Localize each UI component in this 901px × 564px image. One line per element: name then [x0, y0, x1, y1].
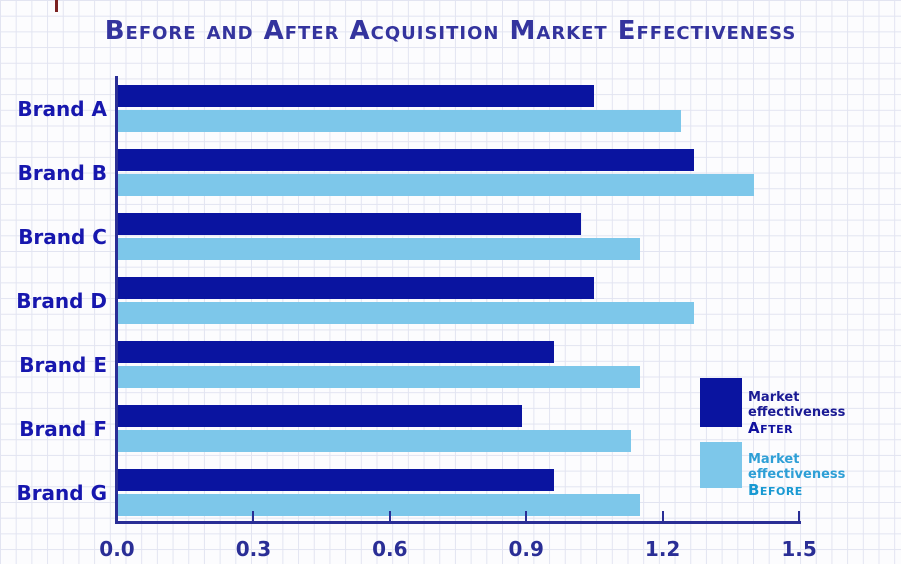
category-label-brand-g: Brand G	[16, 481, 107, 505]
paper-margin-mark	[55, 0, 58, 12]
bar-before-brand-c	[118, 238, 640, 260]
legend-swatch-after	[700, 378, 742, 427]
bar-before-brand-a	[118, 110, 681, 132]
x-tick-label-1.5: 1.5	[781, 537, 817, 561]
category-label-brand-d: Brand D	[16, 289, 107, 313]
bar-after-brand-b	[118, 149, 695, 171]
bar-after-brand-e	[118, 341, 554, 363]
bar-after-brand-f	[118, 405, 522, 427]
legend-entry-before: Market effectiveness Before	[748, 452, 901, 498]
legend-after-line2: After	[748, 419, 794, 437]
x-tick-label-0.3: 0.3	[235, 537, 272, 561]
x-axis-tick-0.3	[252, 511, 255, 521]
x-tick-label-0.6: 0.6	[372, 537, 408, 561]
category-label-brand-a: Brand A	[17, 97, 107, 121]
x-tick-label-1.2: 1.2	[644, 537, 681, 561]
x-axis-tick-1.2	[661, 511, 664, 521]
x-axis-line	[115, 521, 801, 524]
legend-swatch-before	[700, 442, 742, 488]
bar-before-brand-f	[118, 430, 631, 452]
category-label-brand-f: Brand F	[19, 417, 107, 441]
y-axis-line	[115, 76, 118, 524]
legend-after-line1: Market effectiveness	[748, 390, 846, 420]
legend-before-line1: Market effectiveness	[748, 452, 846, 482]
bar-before-brand-g	[118, 494, 640, 516]
x-tick-label-0.9: 0.9	[508, 537, 544, 561]
bar-before-brand-b	[118, 174, 754, 196]
x-tick-label-0.0: 0.0	[99, 537, 135, 561]
bar-after-brand-g	[118, 469, 554, 491]
bar-after-brand-c	[118, 213, 581, 235]
category-label-brand-e: Brand E	[19, 353, 107, 377]
category-label-brand-c: Brand C	[18, 225, 107, 249]
category-label-brand-b: Brand B	[17, 161, 107, 185]
bar-after-brand-a	[118, 85, 595, 107]
x-axis-tick-1.5	[798, 511, 801, 521]
legend-entry-after: Market effectiveness After	[748, 390, 901, 436]
bar-before-brand-d	[118, 302, 695, 324]
x-axis-tick-0.6	[388, 511, 391, 521]
chart-title: Before and After Acquisition Market Effe…	[104, 16, 797, 46]
bar-before-brand-e	[118, 366, 640, 388]
bar-after-brand-d	[118, 277, 595, 299]
x-axis-tick-0.9	[525, 511, 528, 521]
legend-before-line2: Before	[748, 481, 803, 499]
